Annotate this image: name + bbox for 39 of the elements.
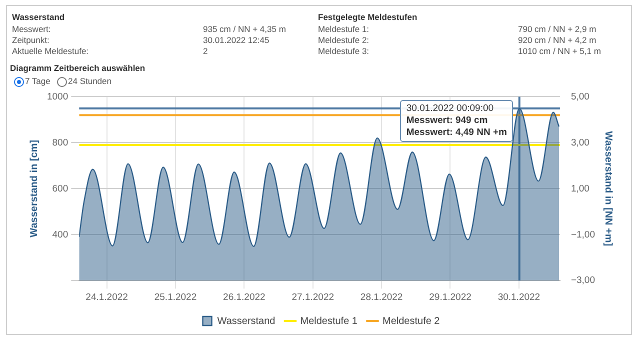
- text: 24 Stunden: [68, 76, 112, 86]
- text: 30.01.2022 12:45: [203, 35, 270, 45]
- text: 920 cm / NN + 4,2 m: [518, 35, 596, 45]
- annotation: 30.01.2022 00:09:00 Messwert: 949 cm Messwert: 4,49 NN +m: [406, 103, 507, 140]
- y2-tick-label: −3,00: [570, 275, 596, 286]
- x-tick-label: 26.1.2022: [223, 292, 266, 303]
- y-tick-label: 1000: [46, 91, 68, 102]
- y-tick-label: 600: [52, 183, 68, 194]
- y2-tick-label: 5,00: [570, 91, 590, 102]
- y-axis-title: Wasserstand in [cm]: [28, 140, 40, 238]
- text: Meldestufe 2:: [318, 35, 370, 45]
- y2-tick-label: 3,00: [570, 137, 590, 148]
- y2-tick-label: −1,00: [570, 229, 596, 240]
- legend-label: Wasserstand: [217, 316, 276, 327]
- text: 1010 cm / NN + 5,1 m: [518, 46, 601, 56]
- y-tick-label: 400: [52, 229, 68, 240]
- legend-label: Meldestufe 2: [382, 316, 440, 327]
- y2-axis-title: Wasserstand in [NN +m]: [602, 131, 614, 246]
- text: 2: [203, 46, 208, 56]
- text: Meldestufe 1:: [318, 24, 370, 34]
- text: Messwert:: [12, 24, 51, 34]
- legend-label: Meldestufe 1: [300, 316, 358, 327]
- x-tick-label: 30.1.2022: [498, 292, 540, 303]
- text: Meldestufe 3:: [318, 46, 370, 56]
- x-tick-label: 29.1.2022: [429, 292, 472, 303]
- text: Aktuelle Meldestufe:: [12, 46, 89, 56]
- text: Zeitpunkt:: [12, 35, 50, 45]
- text: 7 Tage: [25, 76, 50, 86]
- y2-tick-label: 1,00: [570, 183, 590, 194]
- y-tick-label: 800: [52, 137, 68, 148]
- x-tick-label: 24.1.2022: [86, 292, 128, 303]
- text: 790 cm / NN + 2,9 m: [518, 24, 596, 34]
- text: 935 cm / NN + 4,35 m: [203, 24, 286, 34]
- text: Diagramm Zeitbereich auswählen: [10, 63, 146, 73]
- text: Wasserstand: [12, 12, 65, 22]
- x-tick-label: 28.1.2022: [360, 292, 403, 303]
- x-tick-label: 27.1.2022: [292, 292, 334, 303]
- text: Festgelegte Meldestufen: [318, 12, 418, 22]
- x-tick-label: 25.1.2022: [154, 292, 197, 303]
